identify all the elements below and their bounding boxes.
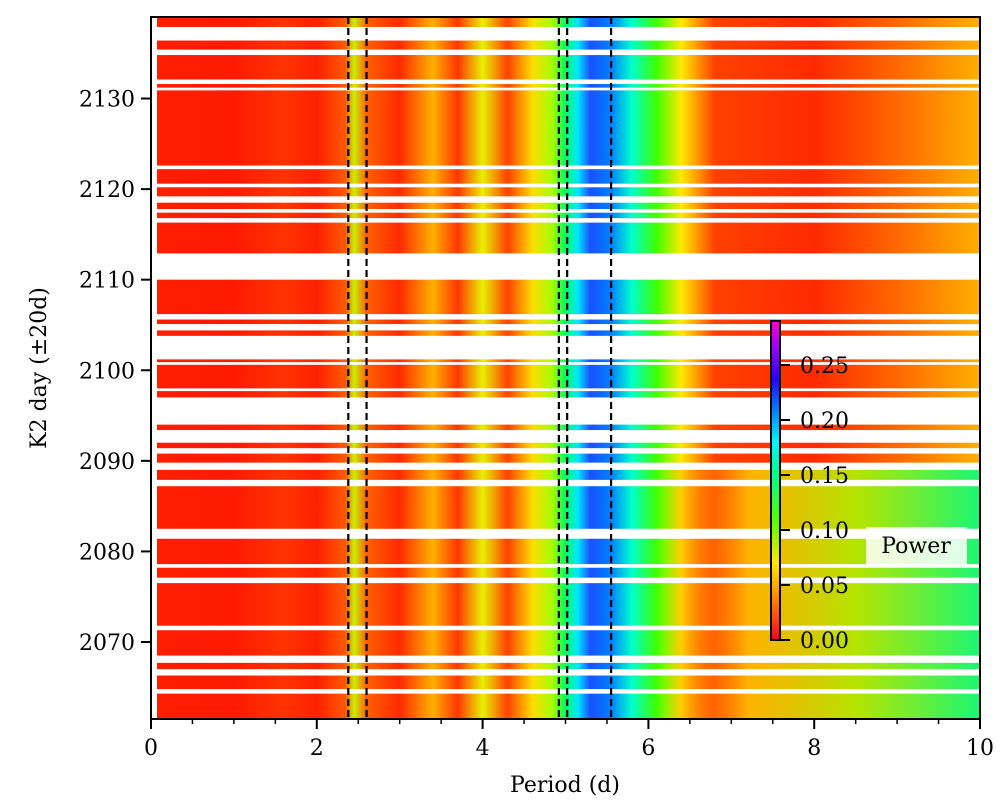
data-gap-23 <box>151 87 980 91</box>
data-gap-6 <box>151 528 980 539</box>
x-tick-label: 2 <box>310 736 324 761</box>
y-tick-label: 2080 <box>79 540 135 565</box>
y-tick-label: 2100 <box>79 359 135 384</box>
data-gap-26 <box>151 26 980 41</box>
colorbar-scale <box>770 320 781 641</box>
data-gap-3 <box>151 625 980 631</box>
x-tick-label: 8 <box>807 736 821 761</box>
data-gap-19 <box>151 209 980 213</box>
data-gap-21 <box>151 183 980 188</box>
data-gap-15 <box>151 324 980 331</box>
x-tick-label: 0 <box>144 736 158 761</box>
colorbar-tick-label: 0.25 <box>800 354 849 379</box>
y-axis-label: K2 day (±20d) <box>27 287 52 449</box>
data-gap-22 <box>151 165 980 170</box>
y-tick-label: 2090 <box>79 450 135 475</box>
data-gap-7 <box>151 479 980 487</box>
heatmap-long-period-field <box>151 469 980 719</box>
data-gap-2 <box>151 655 980 663</box>
colorbar-tick-label: 0.10 <box>800 519 849 544</box>
colorbar-tick-label: 0.00 <box>800 629 849 654</box>
data-gap-24 <box>151 79 980 85</box>
colorbar-ticks: 0.00 0.05 0.10 0.15 0.20 0.25 <box>780 354 849 654</box>
colorbar-label: Power <box>881 534 951 559</box>
data-gap-20 <box>151 196 980 203</box>
colorbar-tick-label: 0.20 <box>800 409 849 434</box>
data-gap-14 <box>151 335 980 360</box>
data-gap-8 <box>151 462 980 470</box>
data-gap-25 <box>151 49 980 56</box>
colorbar-label-box <box>866 527 967 566</box>
y-tick-label: 2070 <box>79 631 135 656</box>
heatmap-area <box>151 17 980 719</box>
data-gap-12 <box>151 388 980 392</box>
y-tick-label: 2110 <box>79 269 135 294</box>
x-axis-label: Period (d) <box>510 773 620 798</box>
data-gap-4 <box>151 577 980 584</box>
colorbar-tick-label: 0.15 <box>800 464 849 489</box>
data-gap-17 <box>151 253 980 280</box>
data-gap-18 <box>151 218 980 223</box>
data-gap-5 <box>151 564 980 568</box>
data-gap-13 <box>151 362 980 365</box>
colorbar: 0.00 0.05 0.10 0.15 0.20 0.25 Power <box>770 320 967 654</box>
x-tick-label: 4 <box>476 736 490 761</box>
data-gap-1 <box>151 669 980 676</box>
y-tick-label: 2120 <box>79 178 135 203</box>
x-axis: 0 2 4 6 8 10 <box>144 719 994 761</box>
x-tick-label: 6 <box>641 736 655 761</box>
data-gap-0 <box>151 689 980 694</box>
y-axis: 2070 2080 2090 2100 2110 2120 2130 <box>79 88 151 656</box>
data-gap-11 <box>151 397 980 425</box>
data-gap-10 <box>151 430 980 443</box>
heatmap-left-margin <box>151 17 157 719</box>
colorbar-tick-label: 0.05 <box>800 574 849 599</box>
x-tick-label: 10 <box>966 736 994 761</box>
reference-lines <box>347 17 613 719</box>
y-tick-label: 2130 <box>79 88 135 113</box>
data-gap-16 <box>151 314 980 320</box>
data-gap-9 <box>151 448 980 454</box>
